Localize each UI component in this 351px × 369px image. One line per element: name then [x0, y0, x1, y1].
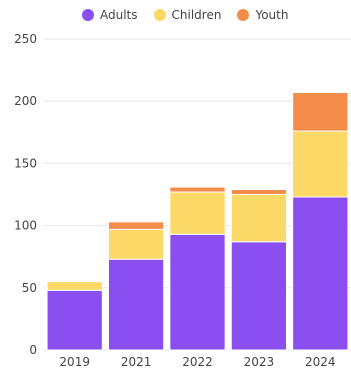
legend-swatch-adults: [82, 9, 94, 21]
legend-item-children[interactable]: Children: [153, 8, 222, 22]
bars: [46, 91, 349, 351]
x-tick-label: 2023: [244, 355, 275, 369]
bar-children-2021[interactable]: [107, 228, 165, 260]
bar-children-2023[interactable]: [230, 194, 288, 243]
legend-label-adults: Adults: [100, 8, 138, 22]
bar-adults-2023[interactable]: [230, 241, 288, 351]
y-tick-label: 0: [29, 343, 37, 357]
bar-youth-2021[interactable]: [107, 221, 165, 230]
y-tick-label: 50: [22, 281, 37, 295]
bar-youth-2024[interactable]: [292, 91, 349, 132]
x-tick-label: 2021: [121, 355, 152, 369]
legend-item-adults[interactable]: Adults: [82, 8, 138, 22]
y-axis: 0 50 100 150 200 250: [14, 32, 37, 357]
bar-youth-2022[interactable]: [169, 186, 226, 193]
y-tick-label: 150: [14, 156, 37, 170]
legend-swatch-children: [153, 9, 166, 21]
bar-adults-2021[interactable]: [107, 258, 165, 351]
legend-swatch-youth: [237, 9, 250, 21]
x-tick-label: 2019: [59, 355, 90, 369]
legend-label-children: Children: [171, 8, 222, 22]
y-tick-label: 250: [14, 32, 37, 46]
bar-children-2022[interactable]: [169, 191, 226, 235]
y-tick-label: 100: [14, 219, 37, 233]
y-tick-label: 200: [14, 94, 37, 108]
bar-youth-2023[interactable]: [230, 189, 288, 196]
bar-children-2024[interactable]: [292, 130, 349, 198]
bar-adults-2022[interactable]: [169, 233, 226, 351]
chart-legend: Adults Children Youth: [82, 8, 288, 22]
legend-label-youth: Youth: [255, 8, 289, 22]
x-axis: 2019 2021 2022 2023 2024: [59, 355, 335, 369]
x-tick-label: 2024: [305, 355, 336, 369]
x-tick-label: 2022: [182, 355, 213, 369]
bar-adults-2024[interactable]: [292, 196, 349, 351]
legend-item-youth[interactable]: Youth: [237, 8, 288, 22]
bar-adults-2019[interactable]: [46, 289, 103, 351]
bar-children-2019[interactable]: [46, 281, 103, 291]
